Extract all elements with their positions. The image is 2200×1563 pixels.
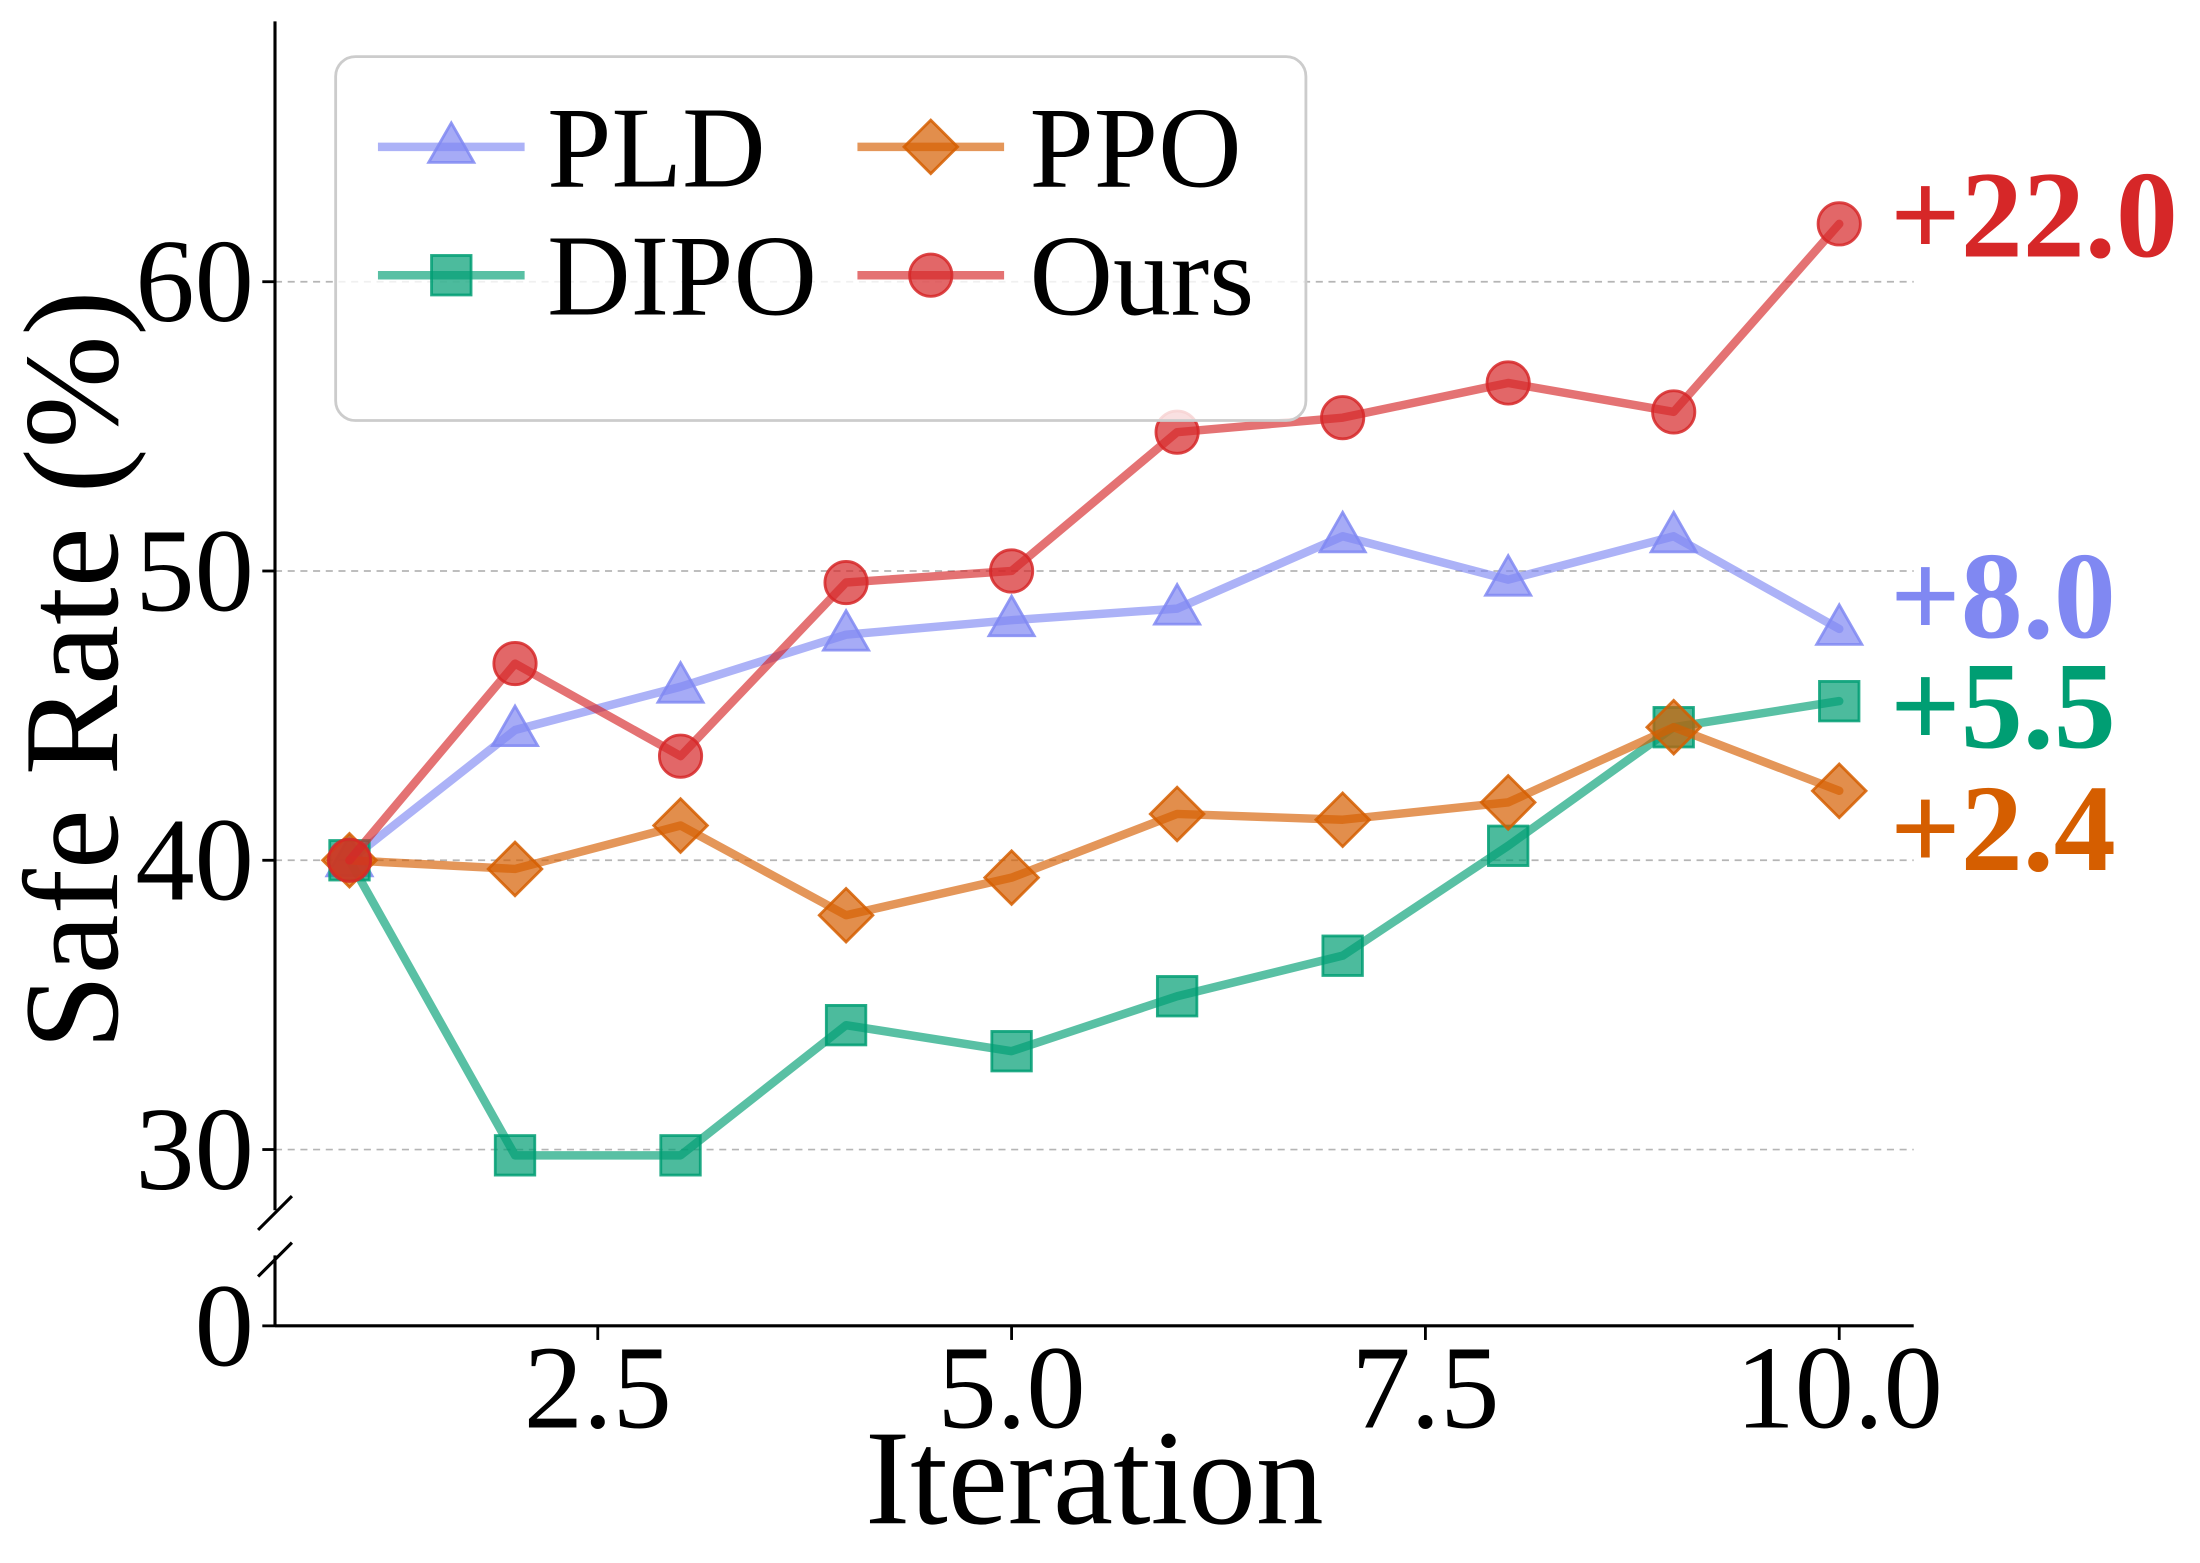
legend-entry-pld: PLD xyxy=(377,84,766,212)
annotation-ppo: +2.4 xyxy=(1890,759,2116,897)
dipo-point xyxy=(1321,934,1364,977)
legend-entry-ours: Ours xyxy=(857,213,1254,341)
legend-label-dipo: DIPO xyxy=(547,213,817,341)
ppo-point xyxy=(1479,773,1537,832)
dipo-point xyxy=(990,1030,1033,1073)
pld-point xyxy=(1648,509,1699,554)
data-series xyxy=(320,201,1869,1177)
ppo-point xyxy=(1810,762,1869,820)
x-axis-label: Iteration xyxy=(865,1403,1324,1553)
legend-label-ppo: PPO xyxy=(1029,84,1241,212)
pld-point xyxy=(490,703,541,748)
dipo-point xyxy=(493,1134,537,1177)
ppo-point xyxy=(817,886,875,945)
dipo-point xyxy=(824,1004,868,1047)
axes xyxy=(256,21,1914,1328)
ppo-point xyxy=(651,796,710,855)
legend-marker-dipo xyxy=(430,254,473,297)
annotation-pld: +8.0 xyxy=(1890,526,2116,664)
ours-point xyxy=(989,548,1035,594)
axis-break-mark-upper xyxy=(256,1195,294,1232)
legend-marker-ours xyxy=(908,252,954,298)
ticks: 0 30 40 50 60 2.5 5.0 7.5 10.0 xyxy=(135,215,1942,1453)
annotation-dipo: +5.5 xyxy=(1890,637,2116,775)
y-tick-label: 60 xyxy=(135,215,253,347)
ours-point xyxy=(823,560,869,606)
ppo-point xyxy=(486,840,544,898)
ours-point xyxy=(657,733,704,779)
ppo-point xyxy=(982,848,1041,907)
ppo-point xyxy=(1148,785,1206,843)
ours-point xyxy=(1816,201,1862,247)
ours-series xyxy=(326,201,1862,883)
dipo-line xyxy=(345,696,1844,1160)
x-tick-label: 7.5 xyxy=(1351,1321,1499,1453)
ours-point xyxy=(492,640,538,687)
ours-point xyxy=(1320,395,1366,441)
dipo-point xyxy=(1487,824,1530,867)
legend-entry-ppo: PPO xyxy=(857,84,1242,212)
x-tick-label: 5.0 xyxy=(938,1321,1086,1453)
y-tick-label: 40 xyxy=(135,794,253,926)
legend-entry-dipo: DIPO xyxy=(377,213,817,341)
ours-point xyxy=(1485,360,1531,406)
annotation-ours: +22.0 xyxy=(1890,145,2178,283)
ppo-point xyxy=(1313,790,1372,849)
pld-point xyxy=(1814,602,1865,646)
y-tick-label: 0 xyxy=(195,1259,254,1391)
pld-point xyxy=(1152,581,1203,626)
y-tick-label: 50 xyxy=(135,504,253,636)
ours-line xyxy=(345,219,1844,865)
axis-break-mark-lower xyxy=(256,1241,294,1278)
y-axis-label: Safe Rate (%) xyxy=(0,290,147,1049)
ours-point xyxy=(1651,389,1697,435)
ppo-line xyxy=(345,722,1844,920)
legend-label-pld: PLD xyxy=(547,84,765,212)
dipo-point xyxy=(1818,680,1861,723)
gain-annotations: +8.0+5.5+2.4 +22.0 xyxy=(1890,145,2178,897)
pld-point xyxy=(821,607,872,652)
ppo-point xyxy=(1644,698,1703,756)
pld-point xyxy=(655,659,706,704)
legend-label-ours: Ours xyxy=(1029,213,1254,341)
x-tick-label: 2.5 xyxy=(524,1321,672,1453)
pld-point xyxy=(1483,552,1534,597)
ppo-series xyxy=(320,698,1869,945)
x-tick-label: 10.0 xyxy=(1736,1321,1943,1453)
pld-point xyxy=(986,593,1037,638)
pld-point xyxy=(1317,509,1368,554)
ours-point xyxy=(326,837,373,883)
dipo-point xyxy=(659,1134,702,1177)
dipo-point xyxy=(1155,975,1199,1018)
legend-marker-pld xyxy=(426,120,477,164)
y-tick-label: 30 xyxy=(135,1083,253,1215)
legend-marker-ppo xyxy=(901,118,960,176)
legend-frame xyxy=(334,55,1308,422)
